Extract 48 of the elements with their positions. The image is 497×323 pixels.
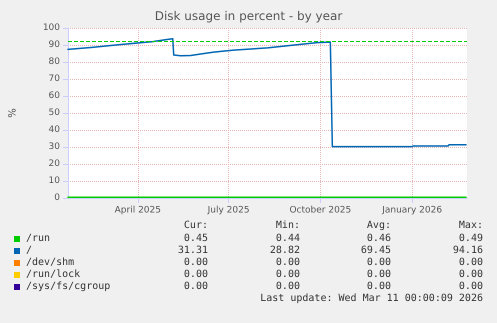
x-tick-label: January 2026	[381, 206, 442, 216]
y-tick-label: 10	[48, 176, 60, 186]
text: 0.00	[458, 257, 483, 268]
text: 0.00	[184, 257, 208, 268]
text: 0.00	[366, 281, 391, 292]
y-axis-title: %	[8, 108, 18, 118]
y-tick-label: 0	[54, 193, 60, 203]
chart-title: Disk usage in percent - by year	[154, 9, 342, 23]
y-tick-label: 70	[48, 74, 60, 84]
x-tick-label: July 2025	[206, 206, 250, 216]
y-tick-label: 60	[48, 91, 60, 101]
y-tick-label: 50	[48, 108, 60, 118]
text: 0.45	[184, 233, 208, 244]
text: 0.00	[276, 269, 300, 280]
text: 0.00	[184, 269, 208, 280]
x-tick-label: October 2025	[289, 206, 352, 216]
text: 0.00	[184, 281, 208, 292]
text: 28.82	[270, 245, 300, 256]
y-tick-label: 80	[48, 57, 60, 67]
text: 0.00	[366, 269, 391, 280]
text: 0.49	[458, 233, 483, 244]
text: 0.46	[366, 233, 391, 244]
line-series	[67, 38, 467, 148]
text: 0.00	[276, 257, 300, 268]
legend-label: /	[26, 245, 32, 256]
y-tick-label: 20	[48, 159, 60, 169]
y-tick-label: 100	[42, 23, 60, 33]
y-tick-label: 30	[48, 142, 60, 152]
text: Max:	[458, 220, 483, 231]
legend-label: /run/lock	[26, 269, 80, 280]
legend-label: /sys/fs/cgroup	[26, 281, 110, 292]
text: Last update: Wed Mar 11 00:00:09 2026	[260, 293, 483, 304]
text: Avg:	[366, 220, 391, 231]
legend-label: /dev/shm	[26, 257, 74, 268]
y-tick-label: 90	[48, 40, 60, 50]
text: 69.45	[360, 245, 391, 256]
text: 0.00	[458, 281, 483, 292]
text: Min:	[276, 220, 300, 231]
x-tick-label: April 2025	[114, 206, 161, 216]
text: 94.16	[452, 245, 483, 256]
text: 0.44	[276, 233, 300, 244]
legend-label: /run	[26, 233, 50, 244]
text: Cur:	[184, 220, 208, 231]
text: 0.00	[276, 281, 300, 292]
text: 0.00	[366, 257, 391, 268]
y-tick-label: 40	[48, 125, 60, 135]
text: 31.31	[178, 245, 208, 256]
text: 0.00	[458, 269, 483, 280]
